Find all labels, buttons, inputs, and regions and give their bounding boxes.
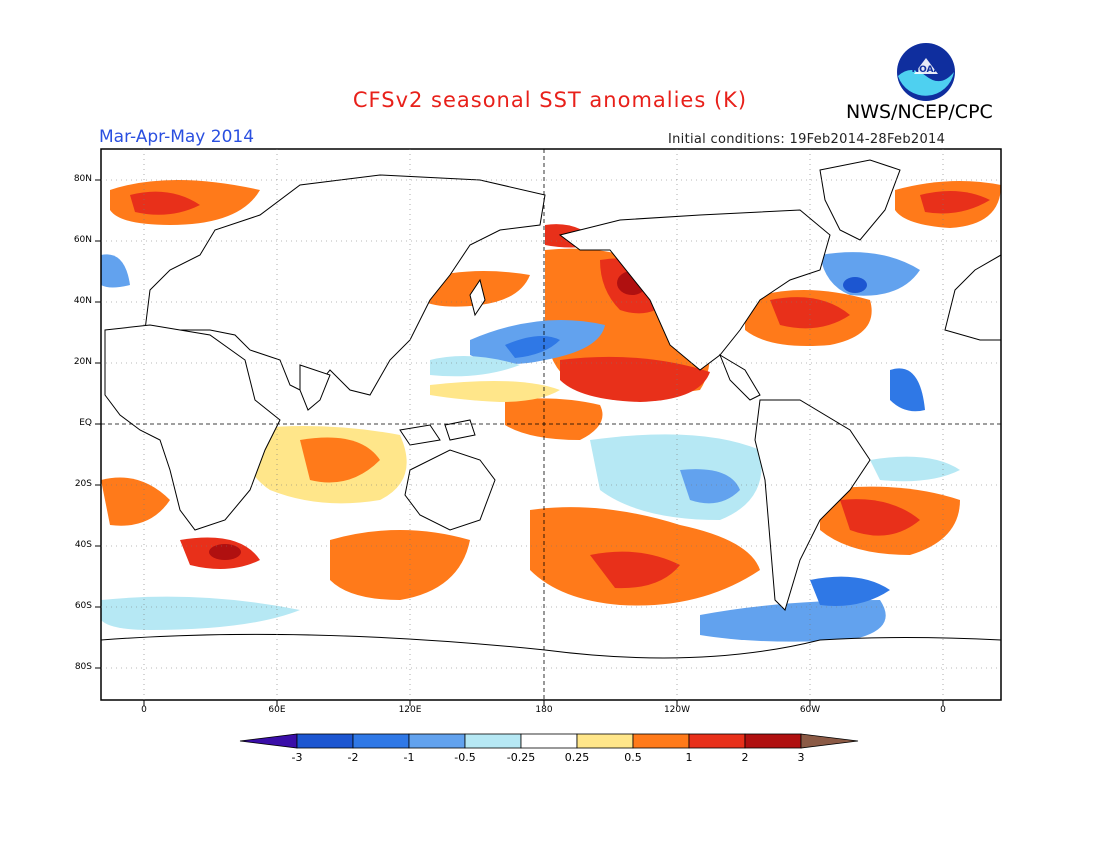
colorbar-segment: [576, 733, 634, 749]
lat-label: 60S: [74, 601, 92, 611]
colorbar-label: -2: [347, 751, 359, 764]
grid-lines: [101, 149, 1001, 700]
anomaly-patch-cold: [843, 277, 867, 293]
lat-label: 80N: [73, 174, 92, 184]
anomaly-patch-mild-cool: [101, 596, 300, 630]
lat-label: 20S: [74, 479, 92, 489]
anomaly-patch-hot: [590, 551, 680, 589]
colorbar-segment: [744, 733, 802, 749]
anomaly-patch-warm: [330, 530, 470, 600]
anomaly-patch-cool: [680, 469, 740, 504]
anomaly-patch-cold: [505, 336, 560, 358]
colorbar-label: 0.5: [624, 751, 642, 764]
anomaly-patch-cool: [101, 254, 130, 288]
anomaly-patch-mild-warm: [430, 381, 560, 402]
page-title: CFSv2 seasonal SST anomalies (K): [352, 88, 748, 112]
colorbar-segment: [520, 733, 578, 749]
noaa-logo: NOAA: [896, 42, 956, 102]
anomaly-patch-cool: [700, 600, 886, 642]
colorbar-label: -0.25: [506, 751, 536, 764]
lon-label: 120E: [398, 705, 422, 715]
anomaly-patch-mild-cool: [430, 356, 520, 377]
colorbar-segment: [352, 733, 410, 749]
colorbar: [239, 733, 859, 749]
lat-label: 40N: [73, 296, 92, 306]
lat-label: 40S: [74, 540, 92, 550]
lon-label: 0: [940, 705, 946, 715]
colorbar-label: -3: [291, 751, 303, 764]
colorbar-segment: [464, 733, 522, 749]
colorbar-label: -0.5: [454, 751, 476, 764]
lon-label: 0: [141, 705, 147, 715]
lon-label: 60W: [799, 705, 821, 715]
svg-text:NOAA: NOAA: [912, 65, 941, 75]
anomaly-patch-mild-cool: [590, 434, 762, 520]
lat-label: 20N: [73, 357, 92, 367]
anomaly-patch-cold: [890, 368, 925, 412]
anomaly-patch-warm: [505, 398, 603, 440]
lat-label: 80S: [74, 662, 92, 672]
anomaly-patch-warm: [101, 477, 170, 526]
anomaly-patch-warm: [300, 437, 380, 483]
anomaly-patch-cool: [820, 252, 920, 296]
lon-label: 120W: [663, 705, 691, 715]
colorbar-segment: [688, 733, 746, 749]
anomaly-patch-hot: [920, 191, 990, 214]
lon-label: 60E: [268, 705, 286, 715]
season-label: Mar-Apr-May 2014: [99, 127, 255, 147]
anomaly-patch-hot: [209, 544, 241, 560]
axis-ticks: [95, 179, 944, 706]
colorbar-label: 2: [741, 751, 749, 764]
anomaly-patch-hot: [770, 297, 850, 329]
anomaly-patch-hot: [560, 356, 710, 402]
lat-label: EQ: [79, 418, 92, 428]
lon-label: 180: [535, 705, 553, 715]
colorbar-segment: [239, 733, 298, 749]
colorbar-segment: [296, 733, 354, 749]
colorbar-segment: [408, 733, 466, 749]
anomaly-patch-mild-cool: [870, 456, 960, 482]
colorbar-label: -1: [403, 751, 415, 764]
colorbar-segment: [800, 733, 859, 749]
coastlines: [101, 159, 1001, 700]
colorbar-segment: [632, 733, 690, 749]
colorbar-label: 3: [797, 751, 805, 764]
anomaly-patch-cold: [810, 576, 890, 606]
colorbar-label: 1: [685, 751, 693, 764]
anomaly-patch-hot: [130, 191, 200, 215]
agency-label: NWS/NCEP/CPC: [846, 101, 993, 123]
colorbar-label: 0.25: [564, 751, 590, 764]
initial-conditions-label: Initial conditions: 19Feb2014-28Feb2014: [668, 132, 946, 147]
anomaly-patch-hot: [840, 499, 920, 536]
lat-label: 60N: [73, 235, 92, 245]
